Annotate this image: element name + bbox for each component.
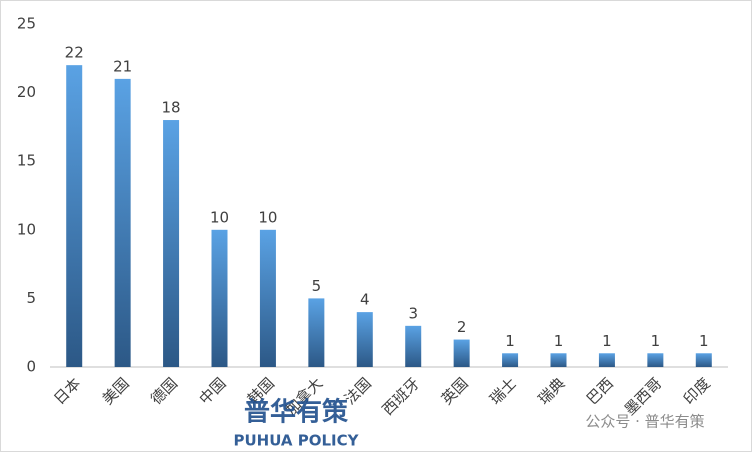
bar: [356, 312, 373, 367]
bar: [114, 78, 131, 367]
bar: [259, 229, 276, 367]
data-label: 1: [699, 332, 709, 350]
data-label: 1: [505, 332, 515, 350]
bar: [211, 229, 228, 367]
y-tick-label: 5: [26, 289, 36, 307]
bar: [66, 65, 83, 367]
bar: [647, 353, 664, 367]
data-label: 18: [162, 99, 181, 117]
bar: [453, 339, 470, 367]
bar: [598, 353, 615, 367]
data-label: 21: [113, 57, 132, 75]
data-label: 5: [312, 277, 322, 295]
data-label: 22: [65, 44, 84, 62]
watermark-account: 公众号 · 普华有策: [585, 413, 704, 431]
y-tick-label: 20: [17, 83, 36, 101]
data-label: 1: [651, 332, 661, 350]
bar: [695, 353, 712, 367]
data-label: 1: [554, 332, 564, 350]
y-tick-label: 25: [17, 15, 36, 33]
data-label: 2: [457, 318, 467, 336]
bar: [163, 120, 180, 367]
bar: [502, 353, 519, 367]
y-tick-label: 0: [26, 358, 36, 376]
y-tick-label: 15: [17, 152, 36, 170]
bar: [308, 298, 325, 367]
bar: [550, 353, 567, 367]
bar: [405, 325, 422, 367]
y-tick-label: 10: [17, 220, 36, 238]
watermark-logo: 普华有策: [244, 397, 348, 428]
data-label: 4: [360, 291, 370, 309]
data-label: 10: [210, 208, 229, 226]
data-label: 3: [408, 304, 418, 322]
watermark-logo-sub: PUHUA POLICY: [233, 432, 359, 450]
data-label: 1: [602, 332, 612, 350]
data-label: 10: [258, 208, 277, 226]
